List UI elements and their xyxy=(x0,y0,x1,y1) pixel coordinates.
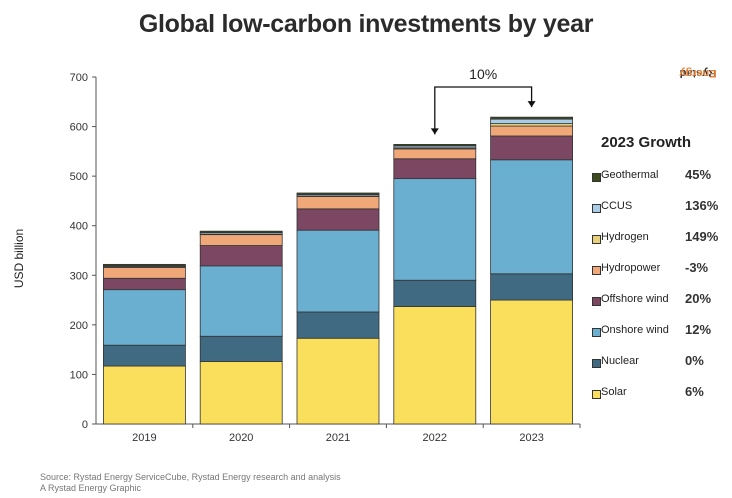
legend-label: Onshore wind xyxy=(601,324,669,336)
legend-growth-value: 0% xyxy=(685,353,704,368)
legend-growth-value: 149% xyxy=(685,229,719,244)
y-tick-label: 0 xyxy=(82,419,88,431)
bar-segment-hydropower xyxy=(199,234,283,246)
legend-swatch-geothermal xyxy=(592,173,601,182)
legend-growth-value: 12% xyxy=(685,322,712,337)
legend-label: Offshore wind xyxy=(601,293,669,305)
growth-bracket xyxy=(434,86,533,135)
legend-label: Solar xyxy=(601,386,627,398)
bar-segment-geothermal xyxy=(393,144,477,147)
bar-segment-offshore-wind xyxy=(199,245,283,267)
x-tick-label: 2020 xyxy=(229,432,253,444)
bar-segment-solar xyxy=(199,361,283,425)
x-tick-label: 2023 xyxy=(519,432,543,444)
y-tick-label: 600 xyxy=(70,122,88,134)
legend-swatch-hydropower xyxy=(592,266,601,275)
legend-label: Hydropower xyxy=(601,262,661,274)
bar-segment-offshore-wind xyxy=(296,208,380,231)
growth-annotation-label: 10% xyxy=(469,66,497,82)
bar-segment-hydropower xyxy=(393,148,477,160)
bar-segment-onshore-wind xyxy=(296,229,380,313)
bar-segment-ccus xyxy=(490,118,574,124)
legend-item-offshore-wind: Offshore wind 20% xyxy=(592,290,727,310)
legend-growth-value: -3% xyxy=(685,260,709,275)
legend-item-hydrogen: Hydrogen 149% xyxy=(592,228,727,248)
bar-segment-solar xyxy=(393,306,477,425)
legend-swatch-hydrogen xyxy=(592,235,601,244)
legend-item-hydropower: Hydropower -3% xyxy=(592,259,727,279)
legend-item-nuclear: Nuclear 0% xyxy=(592,352,727,372)
bar-segment-geothermal xyxy=(490,116,574,120)
x-tick-label: 2022 xyxy=(423,432,447,444)
legend-swatch-ccus xyxy=(592,204,601,213)
legend-growth-value: 45% xyxy=(685,167,712,182)
legend-item-solar: Solar 6% xyxy=(592,383,727,403)
bar-segment-nuclear xyxy=(490,273,574,301)
credit-line: A Rystad Energy Graphic xyxy=(40,483,142,493)
bar-segment-offshore-wind xyxy=(490,135,574,161)
source-note: Source: Rystad Energy ServiceCube, Rysta… xyxy=(40,472,341,494)
bar-segment-geothermal xyxy=(199,230,283,234)
bar-segment-hydropower xyxy=(103,266,186,279)
y-axis-label: USD billion xyxy=(12,229,26,288)
legend-item-geothermal: Geothermal 45% xyxy=(592,166,727,186)
bar-segment-onshore-wind xyxy=(103,289,186,346)
bar-segment-solar xyxy=(490,299,574,425)
bar-segment-onshore-wind xyxy=(199,265,283,337)
y-tick-label: 200 xyxy=(70,320,88,332)
bar-segment-geothermal xyxy=(103,263,186,267)
bar-segment-onshore-wind xyxy=(393,178,477,281)
y-tick-label: 700 xyxy=(70,72,88,84)
y-tick-label: 300 xyxy=(70,270,88,282)
x-tick-label: 2021 xyxy=(326,432,350,444)
y-tick-label: 500 xyxy=(70,171,88,183)
x-tick-label: 2019 xyxy=(132,432,156,444)
chart-title: Global low-carbon investments by year xyxy=(138,10,594,38)
legend-swatch-solar xyxy=(592,390,601,399)
legend-swatch-nuclear xyxy=(592,359,601,368)
legend-item-onshore-wind: Onshore wind 12% xyxy=(592,321,727,341)
bracket-arrowhead-left xyxy=(430,128,439,135)
legend-swatch-offshore-wind xyxy=(592,297,601,306)
source-line: Source: Rystad Energy ServiceCube, Rysta… xyxy=(40,472,341,482)
legend-growth-value: 6% xyxy=(685,384,704,399)
legend-label: Hydrogen xyxy=(601,231,649,243)
bar-segment-onshore-wind xyxy=(490,159,574,275)
legend-item-ccus: CCUS 136% xyxy=(592,197,727,217)
bar-segment-hydropower xyxy=(490,125,574,137)
bracket-arrowhead-right xyxy=(527,101,536,108)
bar-segment-nuclear xyxy=(393,279,477,307)
legend-label: Geothermal xyxy=(601,169,659,181)
bar-segment-nuclear xyxy=(296,311,380,339)
bar-segment-hydropower xyxy=(296,196,380,210)
y-tick-label: 400 xyxy=(70,221,88,233)
bar-segment-solar xyxy=(296,337,380,425)
y-tick-label: 100 xyxy=(70,369,88,381)
legend-growth-value: 136% xyxy=(685,198,719,213)
bar-segment-offshore-wind xyxy=(393,158,477,180)
bar-segment-nuclear xyxy=(103,344,186,367)
growth-title: 2023 Growth xyxy=(601,134,692,151)
legend-growth-value: 20% xyxy=(685,291,712,306)
bar-segment-offshore-wind xyxy=(103,277,186,291)
bar-segment-geothermal xyxy=(296,192,380,195)
legend-label: Nuclear xyxy=(601,355,639,367)
bar-segment-solar xyxy=(103,365,186,425)
legend-swatch-onshore-wind xyxy=(592,328,601,337)
bar-segment-nuclear xyxy=(199,335,283,362)
legend-label: CCUS xyxy=(601,200,633,212)
